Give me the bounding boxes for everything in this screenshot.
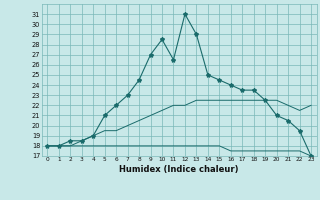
X-axis label: Humidex (Indice chaleur): Humidex (Indice chaleur) (119, 165, 239, 174)
